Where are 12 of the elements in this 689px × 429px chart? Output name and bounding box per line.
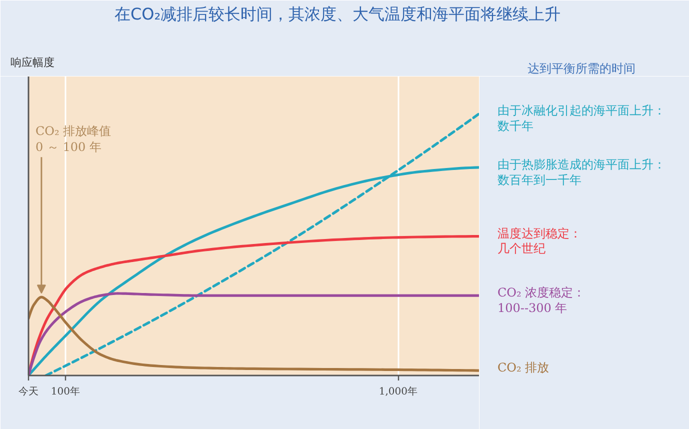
series-label: 温度达到稳定：几个世纪 — [498, 226, 582, 256]
series-label: CO₂ 浓度稳定： 100--300 年 — [498, 286, 586, 315]
series-label: 由于热膨胀造成的海平面上升：数百年到一千年 — [498, 157, 666, 187]
annotation: CO₂ 排放峰值 0 ～ 100 年 — [35, 124, 112, 154]
x-tick-label: 1,000年 — [378, 386, 418, 398]
x-tick-label: 100年 — [50, 386, 80, 398]
series-label: CO₂ 排放 — [498, 360, 550, 375]
y-axis-title: 响应幅度 — [10, 56, 54, 69]
x-tick-label: 今天 — [18, 386, 38, 398]
text: 达到平衡所需的时间 — [528, 62, 636, 76]
chart-title: 在CO₂减排后较长时间，其浓度、大气温度和海平面将继续上升 — [114, 4, 561, 24]
series-label: 由于冰融化引起的海平面上升：数千年 — [498, 103, 666, 133]
